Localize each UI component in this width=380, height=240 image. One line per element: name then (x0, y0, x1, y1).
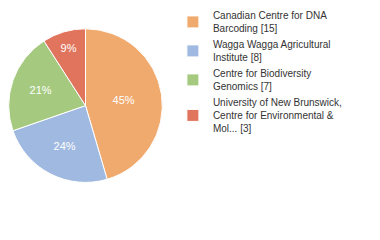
svg-text:Centre for BiodiversityGenomic: Centre for BiodiversityGenomics [7] (213, 68, 311, 92)
svg-text:Canadian Centre for DNABarcodi: Canadian Centre for DNABarcoding [15] (213, 10, 327, 34)
svg-text:9%: 9% (61, 42, 77, 54)
svg-text:University of New Brunswick,Ce: University of New Brunswick,Centre for E… (213, 97, 342, 134)
svg-text:Wagga Wagga AgriculturalInstit: Wagga Wagga AgriculturalInstitute [8] (213, 39, 331, 63)
svg-text:21%: 21% (30, 84, 52, 96)
svg-text:45%: 45% (113, 94, 135, 106)
svg-text:24%: 24% (54, 140, 76, 152)
